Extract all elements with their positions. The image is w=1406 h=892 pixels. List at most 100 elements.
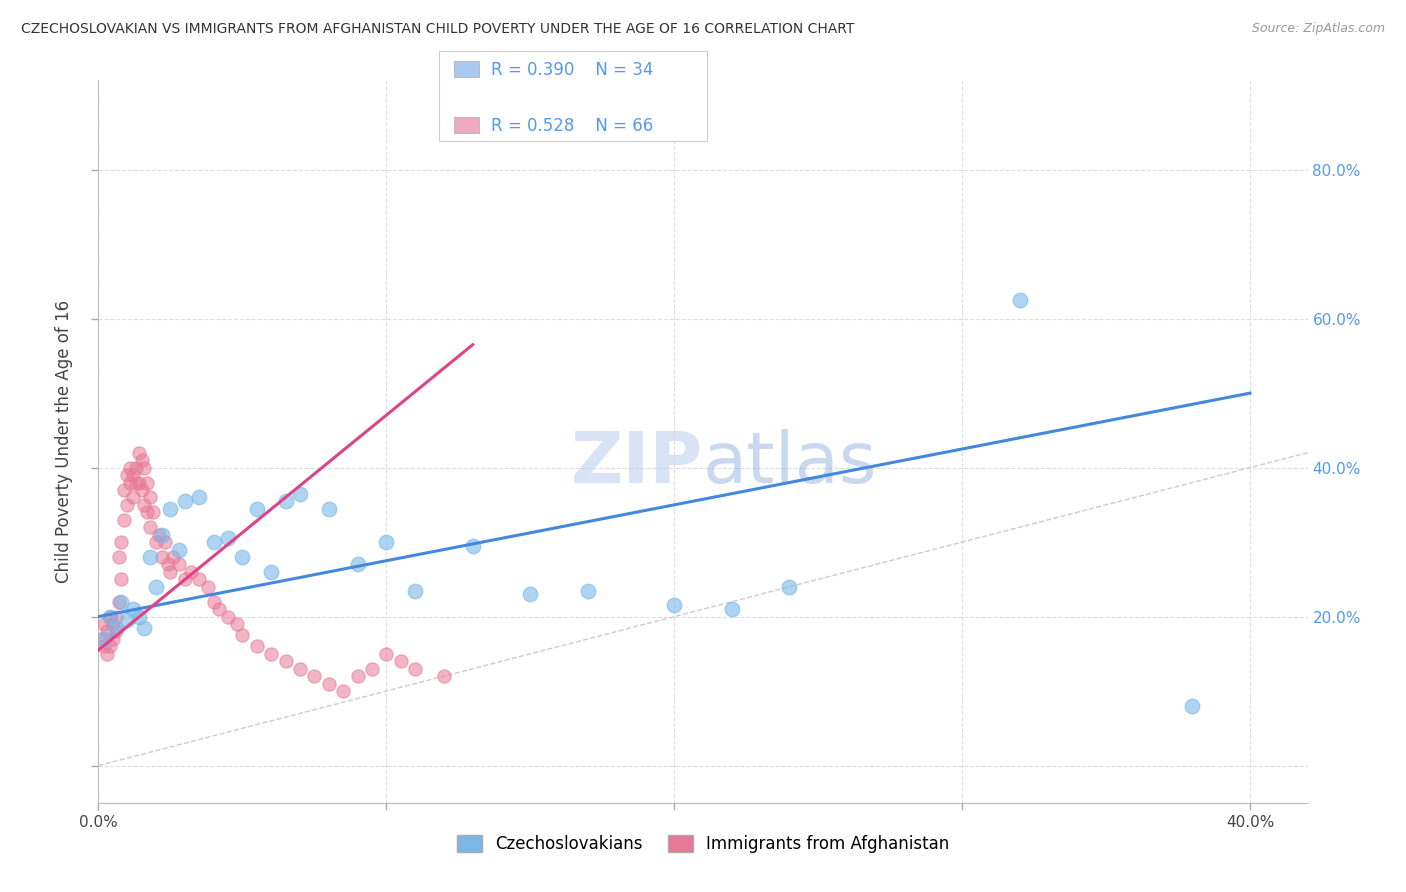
Point [231, 628, 253, 642]
Point [274, 654, 297, 668]
Point [96, 624, 118, 639]
Point [93, 632, 115, 646]
Point [389, 654, 412, 668]
Point [128, 609, 150, 624]
Point [134, 498, 156, 512]
Point [225, 617, 247, 632]
Point [110, 535, 132, 549]
Point [104, 621, 127, 635]
Point [110, 595, 132, 609]
Point [148, 527, 170, 541]
Point [153, 535, 176, 549]
Point [318, 501, 340, 516]
Text: ZIP: ZIP [571, 429, 703, 498]
Point [433, 669, 456, 683]
Point [122, 602, 145, 616]
Point [202, 595, 225, 609]
Point [197, 580, 219, 594]
Point [404, 662, 426, 676]
Point [145, 535, 167, 549]
Point [125, 475, 148, 490]
Point [139, 491, 162, 505]
Point [217, 532, 239, 546]
Point [167, 542, 190, 557]
Point [361, 662, 384, 676]
Point [188, 491, 211, 505]
Point [1008, 293, 1031, 307]
Point [142, 505, 165, 519]
Point [98, 609, 121, 624]
Point [246, 640, 269, 654]
Point [110, 572, 132, 586]
Point [134, 621, 156, 635]
Point [150, 549, 173, 564]
Point [156, 558, 179, 572]
Point [288, 486, 311, 500]
Point [104, 609, 127, 624]
Point [664, 599, 686, 613]
Point [180, 565, 202, 579]
Point [231, 549, 253, 564]
Point [159, 501, 181, 516]
Point [136, 505, 159, 519]
Point [375, 535, 398, 549]
Point [188, 572, 211, 586]
Point [120, 475, 142, 490]
Point [115, 613, 138, 627]
Point [128, 475, 150, 490]
Point [162, 549, 184, 564]
Point [274, 494, 297, 508]
Point [404, 583, 426, 598]
Point [720, 602, 742, 616]
Point [159, 565, 181, 579]
Point [139, 520, 162, 534]
Text: atlas: atlas [703, 429, 877, 498]
Point [246, 501, 269, 516]
Point [346, 558, 368, 572]
Point [346, 669, 368, 683]
Point [288, 662, 311, 676]
Point [101, 617, 124, 632]
Point [125, 460, 148, 475]
Point [260, 647, 283, 661]
Point [131, 483, 153, 497]
Point [122, 468, 145, 483]
Point [90, 632, 112, 646]
Point [112, 513, 135, 527]
Text: CZECHOSLOVAKIAN VS IMMIGRANTS FROM AFGHANISTAN CHILD POVERTY UNDER THE AGE OF 16: CZECHOSLOVAKIAN VS IMMIGRANTS FROM AFGHA… [21, 22, 855, 37]
Point [208, 602, 231, 616]
Point [202, 535, 225, 549]
Point [139, 549, 162, 564]
Point [107, 595, 129, 609]
Point [375, 647, 398, 661]
Point [98, 609, 121, 624]
Point [1181, 698, 1204, 713]
Point [173, 494, 195, 508]
Point [519, 587, 541, 601]
Point [115, 498, 138, 512]
Point [167, 558, 190, 572]
Point [576, 583, 599, 598]
Point [101, 632, 124, 646]
Point [131, 453, 153, 467]
Point [173, 572, 195, 586]
Point [217, 609, 239, 624]
Point [318, 676, 340, 690]
Point [122, 491, 145, 505]
Point [93, 640, 115, 654]
Point [304, 669, 326, 683]
Y-axis label: Child Poverty Under the Age of 16: Child Poverty Under the Age of 16 [55, 300, 73, 583]
Point [461, 539, 484, 553]
Point [112, 483, 135, 497]
Point [98, 640, 121, 654]
Point [107, 549, 129, 564]
Legend: Czechoslovakians, Immigrants from Afghanistan: Czechoslovakians, Immigrants from Afghan… [450, 828, 956, 860]
Text: R = 0.528    N = 66: R = 0.528 N = 66 [491, 117, 652, 135]
Point [96, 647, 118, 661]
Point [260, 565, 283, 579]
Point [136, 475, 159, 490]
Point [120, 460, 142, 475]
Point [93, 617, 115, 632]
Text: Source: ZipAtlas.com: Source: ZipAtlas.com [1251, 22, 1385, 36]
Point [134, 460, 156, 475]
